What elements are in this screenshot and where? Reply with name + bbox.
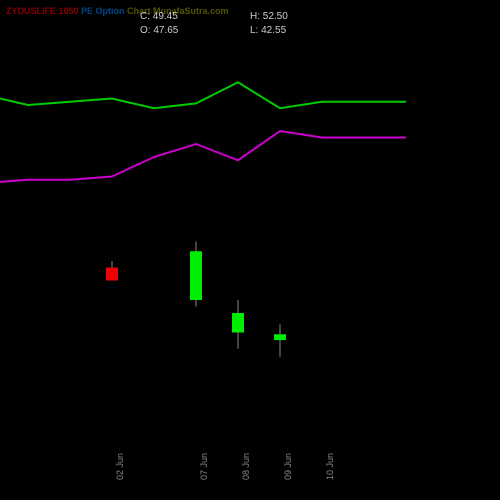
plot-svg — [0, 0, 500, 500]
x-axis-label: 10 Jun — [325, 453, 335, 480]
x-axis-label: 09 Jun — [283, 453, 293, 480]
candle-body — [190, 251, 202, 300]
x-axis-label: 07 Jun — [199, 453, 209, 480]
x-axis-label: 02 Jun — [115, 453, 125, 480]
indicator-line — [0, 131, 406, 183]
x-axis-label: 08 Jun — [241, 453, 251, 480]
candle-body — [232, 313, 244, 333]
candle-body — [274, 334, 286, 340]
indicator-line — [0, 82, 406, 108]
chart-container: ZYDUSLIFE 1050 PE Option Chart MunafaSut… — [0, 0, 500, 500]
candle-body — [106, 268, 118, 281]
